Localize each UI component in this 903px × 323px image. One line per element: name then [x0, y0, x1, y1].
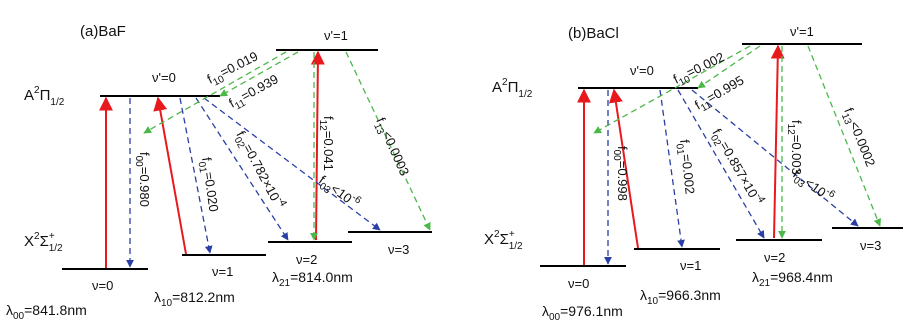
state-letter: X: [24, 233, 34, 250]
decay-arrow-13: [345, 51, 431, 231]
svg-text:f11=0.995: f11=0.995: [692, 73, 748, 117]
svg-text:f01=0.002: f01=0.002: [673, 139, 698, 196]
upper-state-label: A2Π1/2: [492, 77, 533, 100]
level-label-v-1: ν=1: [212, 264, 233, 279]
wavelength-21: λ21=968.4nm: [752, 269, 833, 289]
pump-arrow-10: [153, 96, 187, 255]
decay-arrow-02: [195, 97, 289, 241]
wavelength-21: λ21=814.0nm: [272, 269, 353, 289]
panel-title: (a)BaF: [80, 23, 126, 40]
factor-11: f11=0.939: [226, 71, 283, 114]
factor-13: f13<0.0003: [370, 115, 413, 179]
svg-text:f01=0.020: f01=0.020: [195, 156, 221, 213]
panel-baf: (a)BaF A2Π1/2 X2Σ+ 1/2 ν'=0 ν'=1 ν=0 ν=1 …: [6, 23, 432, 322]
state-multiplicity: 2: [502, 77, 508, 88]
svg-text:f12=0.041: f12=0.041: [317, 116, 336, 171]
decay-arrow-01: [659, 89, 685, 248]
state-omega: 1/2: [509, 241, 523, 252]
state-parity: +: [49, 231, 55, 242]
factor-01: f01=0.002: [673, 139, 698, 196]
wavelength-00: λ00=976.1nm: [542, 303, 623, 323]
decay-arrow-13: [807, 45, 882, 227]
level-label-v-2: ν=2: [296, 252, 317, 267]
lower-state-label: X2Σ+ 1/2: [484, 229, 523, 252]
upper-state-label: A2Π1/2: [24, 85, 65, 108]
factor-00: f00=0.998: [611, 146, 630, 201]
svg-text:f00=0.998: f00=0.998: [611, 146, 630, 201]
level-label-v-3: ν=3: [388, 242, 409, 257]
decay-arrow-11: [697, 45, 761, 89]
svg-text:f13<0.0003: f13<0.0003: [370, 115, 413, 179]
state-letter: A: [492, 79, 502, 96]
state-multiplicity: 2: [494, 229, 500, 240]
svg-text:f11=0.939: f11=0.939: [226, 71, 283, 114]
state-omega: 1/2: [518, 89, 532, 100]
decay-arrow-03: [691, 89, 859, 227]
decay-arrow-10: [143, 51, 287, 134]
state-omega: 1/2: [50, 97, 64, 108]
factor-02: f02=0.857×10-4: [706, 125, 768, 210]
level-label-v-0: ν=0: [92, 278, 113, 293]
state-symbol: Π: [40, 87, 51, 104]
decay-arrow-11: [219, 51, 299, 97]
panel-title: (b)BaCl: [568, 25, 619, 42]
state-multiplicity: 2: [34, 231, 40, 242]
level-label-v-1: ν=1: [680, 258, 701, 273]
pump-arrow-21: [770, 44, 785, 239]
level-label-v-prime-1: ν'=1: [790, 24, 814, 39]
factor-13: f13<0.0002: [838, 106, 879, 171]
factor-12: f12=0.003: [785, 120, 804, 175]
lower-state-label: X2Σ+ 1/2: [24, 231, 63, 254]
level-label-v-prime-0: ν'=0: [630, 63, 654, 78]
pump-arrow-21: [310, 50, 325, 241]
factor-03: f03<10-6: [314, 171, 364, 215]
pump-arrow-10: [608, 88, 639, 249]
svg-text:f13<0.0002: f13<0.0002: [838, 106, 879, 171]
wavelength-10: λ10=812.2nm: [154, 289, 235, 309]
state-parity: +: [509, 229, 515, 240]
wavelength-00: λ00=841.8nm: [6, 302, 87, 322]
svg-text:f03<10-6: f03<10-6: [314, 171, 364, 215]
state-symbol: Π: [508, 79, 519, 96]
factor-00: f00=0.980: [133, 152, 152, 207]
decay-arrow-02: [677, 89, 765, 239]
level-label-v-3: ν=3: [860, 238, 881, 253]
svg-text:f02=0.782×10-4: f02=0.782×10-4: [230, 127, 289, 213]
svg-text:f00=0.980: f00=0.980: [133, 152, 152, 207]
decay-arrow-01: [179, 97, 213, 254]
factor-01: f01=0.020: [195, 156, 222, 213]
level-label-v-2: ν=2: [764, 250, 785, 265]
state-omega: 1/2: [49, 243, 63, 254]
level-label-v-prime-1: ν'=1: [324, 28, 348, 43]
panel-bacl: (b)BaCl A2Π1/2 X2Σ+ 1/2 ν'=0 ν'=1 ν=0 ν=1…: [484, 24, 903, 323]
factor-02: f02=0.782×10-4: [230, 127, 289, 213]
svg-text:f02=0.857×10-4: f02=0.857×10-4: [706, 125, 767, 210]
state-symbol: Σ: [40, 233, 49, 250]
wavelength-10: λ10=966.3nm: [640, 287, 721, 307]
svg-text:f12=0.003: f12=0.003: [785, 120, 804, 175]
state-letter: X: [484, 231, 494, 248]
level-label-v-0: ν=0: [568, 276, 589, 291]
decay-arrow-03: [203, 97, 381, 231]
state-multiplicity: 2: [34, 85, 40, 96]
level-label-v-prime-0: ν'=0: [152, 70, 176, 85]
state-symbol: Σ: [500, 231, 509, 248]
factor-11: f11=0.995: [692, 73, 748, 117]
factor-12: f12=0.041: [317, 116, 336, 171]
state-letter: A: [24, 87, 34, 104]
